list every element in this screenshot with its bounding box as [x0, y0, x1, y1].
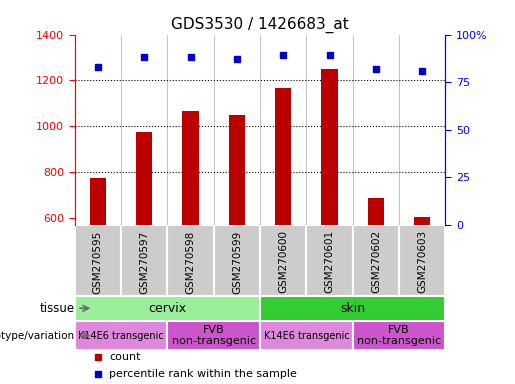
Text: FVB
non-transgenic: FVB non-transgenic [357, 325, 441, 346]
Bar [275, 88, 291, 225]
Text: genotype/variation: genotype/variation [0, 331, 75, 341]
Text: count: count [109, 352, 141, 362]
Bar [353, 225, 399, 296]
Text: percentile rank within the sample: percentile rank within the sample [109, 369, 297, 379]
Bar [136, 132, 152, 225]
Text: cervix: cervix [148, 302, 186, 315]
Text: GSM270599: GSM270599 [232, 230, 242, 293]
Bar [321, 69, 338, 225]
Bar [167, 225, 214, 296]
Text: GSM270601: GSM270601 [324, 230, 335, 293]
Text: GSM270598: GSM270598 [185, 230, 196, 293]
Text: GSM270603: GSM270603 [417, 230, 427, 293]
Bar [399, 225, 445, 296]
Text: tissue: tissue [40, 302, 75, 315]
Text: GSM270600: GSM270600 [278, 230, 288, 293]
Bar [182, 111, 199, 225]
Text: K14E6 transgenic: K14E6 transgenic [78, 331, 164, 341]
Text: GSM270602: GSM270602 [371, 230, 381, 293]
Text: skin: skin [340, 302, 365, 315]
Bar [260, 225, 306, 296]
Text: GSM270597: GSM270597 [139, 230, 149, 293]
Bar [214, 225, 260, 296]
Bar [121, 225, 167, 296]
Text: GSM270595: GSM270595 [93, 230, 103, 293]
Title: GDS3530 / 1426683_at: GDS3530 / 1426683_at [171, 17, 349, 33]
Text: K14E6 transgenic: K14E6 transgenic [264, 331, 349, 341]
Bar [90, 178, 106, 225]
Bar [368, 198, 384, 225]
Bar [167, 321, 260, 351]
Bar [260, 296, 445, 321]
Text: FVB
non-transgenic: FVB non-transgenic [171, 325, 256, 346]
Bar [75, 296, 260, 321]
Bar [75, 225, 121, 296]
Bar [306, 225, 353, 296]
Bar [414, 217, 431, 225]
Bar [260, 321, 353, 351]
Bar [229, 115, 245, 225]
Bar [75, 321, 167, 351]
Bar [353, 321, 445, 351]
